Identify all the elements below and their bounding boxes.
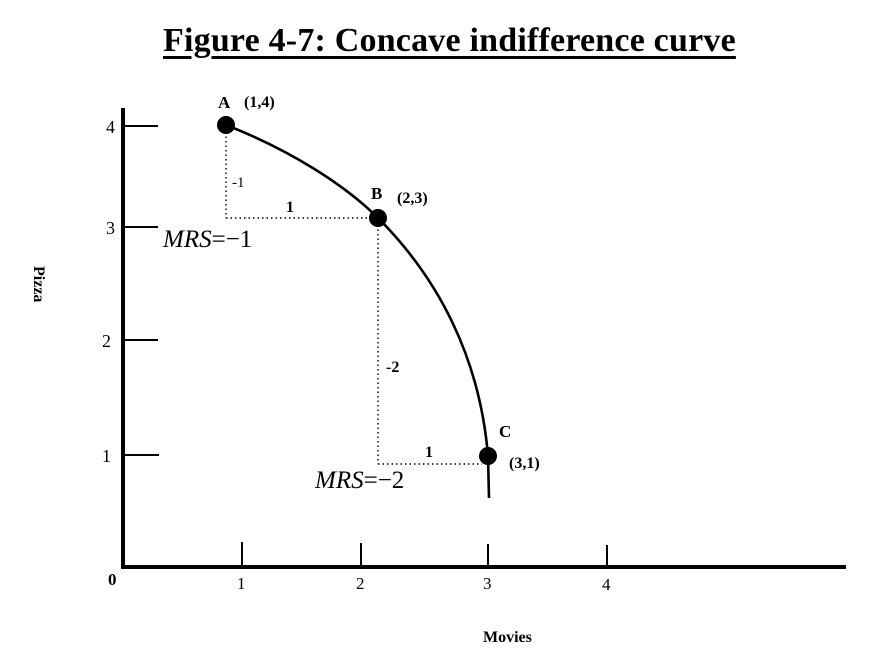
y-tick-label-4: 4 — [106, 117, 115, 137]
point-c-coord: (3,1) — [509, 455, 540, 472]
mrs-bc-val: =−2 — [364, 467, 405, 494]
x-tick-label-1: 1 — [237, 574, 246, 593]
y-tick-label-2: 2 — [102, 331, 111, 351]
y-tick-label-3: 3 — [106, 218, 115, 238]
rise-ab-label: -1 — [232, 175, 245, 191]
point-b-label: B — [371, 184, 382, 203]
run-bc-label: 1 — [425, 444, 433, 461]
mrs-ab-var: MRS — [162, 226, 212, 253]
mrs-ab-label: MRS=−1 — [162, 226, 252, 253]
x-tick-label-4: 4 — [602, 575, 611, 594]
point-a-label: A — [218, 93, 231, 112]
x-axis-title: Movies — [483, 629, 532, 646]
mrs-bc-var: MRS — [314, 467, 364, 494]
point-c — [479, 447, 497, 465]
x-tick-label-2: 2 — [356, 574, 365, 593]
mrs-ab-val: =−1 — [212, 226, 253, 253]
indifference-curve — [225, 123, 491, 499]
point-a-coord: (1,4) — [244, 94, 275, 111]
chart-title: Figure 4-7: Concave indifference curve — [163, 22, 736, 59]
x-tick-label-3: 3 — [483, 574, 492, 593]
mrs-bc-label: MRS=−2 — [314, 467, 404, 494]
point-c-label: C — [499, 422, 511, 441]
origin-label: 0 — [108, 570, 117, 589]
run-ab-label: 1 — [286, 199, 294, 216]
point-b-coord: (2,3) — [397, 190, 428, 207]
y-axis-title: Pizza — [30, 266, 47, 302]
rise-bc-label: -2 — [386, 359, 399, 376]
point-a — [217, 116, 235, 134]
point-b — [369, 209, 387, 227]
y-tick-label-1: 1 — [102, 446, 111, 466]
